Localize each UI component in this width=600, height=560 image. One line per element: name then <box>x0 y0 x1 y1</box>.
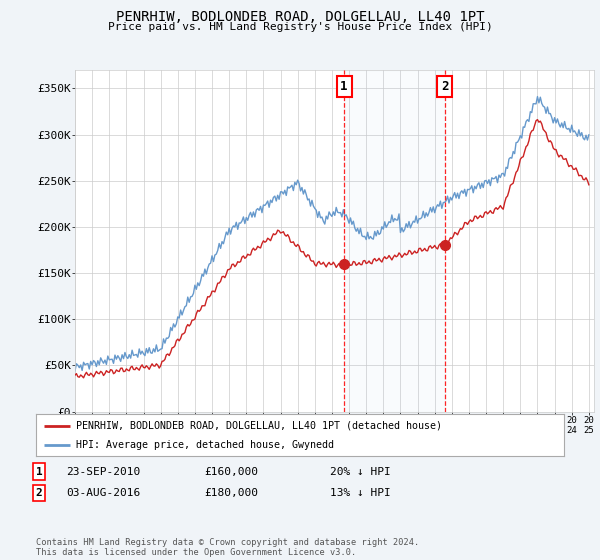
Text: Contains HM Land Registry data © Crown copyright and database right 2024.
This d: Contains HM Land Registry data © Crown c… <box>36 538 419 557</box>
Text: 2: 2 <box>441 80 448 93</box>
Text: £160,000: £160,000 <box>204 466 258 477</box>
Text: 1: 1 <box>340 80 348 93</box>
Text: £180,000: £180,000 <box>204 488 258 498</box>
Text: 03-AUG-2016: 03-AUG-2016 <box>66 488 140 498</box>
Text: HPI: Average price, detached house, Gwynedd: HPI: Average price, detached house, Gwyn… <box>76 440 334 450</box>
Text: Price paid vs. HM Land Registry's House Price Index (HPI): Price paid vs. HM Land Registry's House … <box>107 22 493 32</box>
Text: 23-SEP-2010: 23-SEP-2010 <box>66 466 140 477</box>
Text: 20% ↓ HPI: 20% ↓ HPI <box>330 466 391 477</box>
Text: 1: 1 <box>35 466 43 477</box>
Text: PENRHIW, BODLONDEB ROAD, DOLGELLAU, LL40 1PT: PENRHIW, BODLONDEB ROAD, DOLGELLAU, LL40… <box>116 10 484 24</box>
Text: PENRHIW, BODLONDEB ROAD, DOLGELLAU, LL40 1PT (detached house): PENRHIW, BODLONDEB ROAD, DOLGELLAU, LL40… <box>76 421 442 431</box>
Bar <box>344 70 445 412</box>
Text: 2: 2 <box>35 488 43 498</box>
Text: 13% ↓ HPI: 13% ↓ HPI <box>330 488 391 498</box>
